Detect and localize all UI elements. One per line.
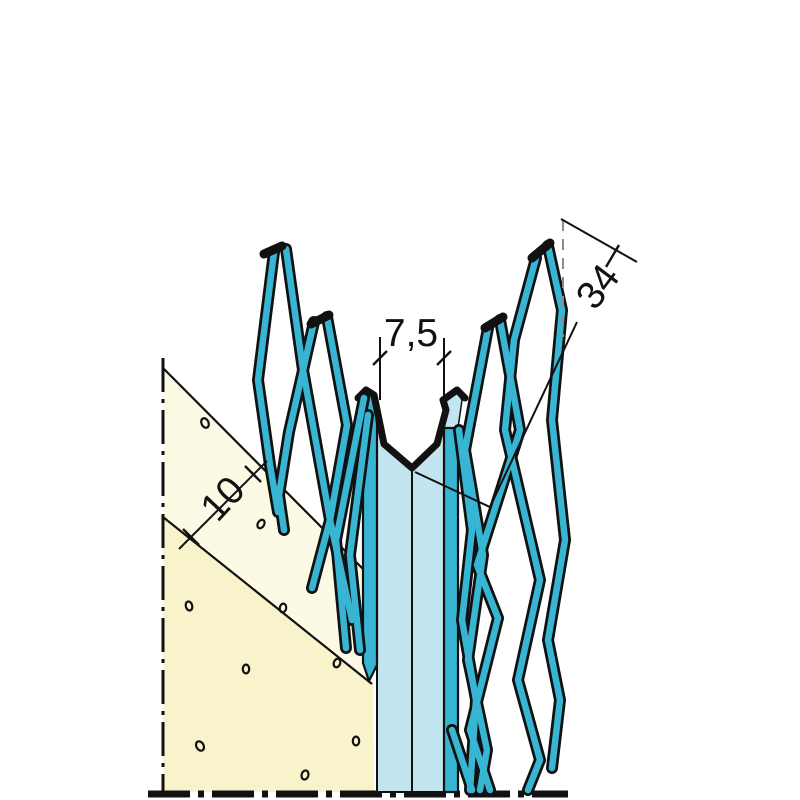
mesh-strand-cap — [306, 310, 334, 329]
mesh-strand — [499, 252, 546, 796]
dim-tick — [244, 465, 262, 483]
mesh-left-cores — [254, 245, 372, 654]
mesh-strand-core — [461, 324, 492, 794]
plaster-base-coat-area — [163, 517, 374, 792]
speck — [184, 600, 194, 612]
dim-tick — [372, 350, 388, 366]
mesh-strand-cap — [480, 312, 508, 333]
mesh-wing-right — [446, 238, 571, 796]
mesh-strand-core — [346, 411, 372, 654]
speck — [241, 663, 251, 675]
plaster-section — [161, 358, 374, 792]
dim-tick — [436, 350, 452, 366]
mesh-strand-core — [308, 313, 351, 592]
dimension-label-joint-width: 7,5 — [384, 312, 438, 355]
profile-right-flange — [442, 426, 460, 794]
speck — [300, 769, 310, 781]
speck — [351, 735, 361, 747]
speck — [256, 518, 266, 530]
mesh-strand-core — [332, 394, 368, 652]
dim-tick — [604, 244, 621, 268]
speck — [200, 417, 210, 429]
mesh-left-caps — [259, 241, 334, 329]
mesh-wing-left — [252, 241, 374, 656]
dimension-line — [560, 218, 638, 263]
dimension-joint-width: 7,5 — [372, 312, 452, 412]
dimension-label-wing-length: 34 — [568, 257, 628, 318]
dim-tick — [182, 528, 200, 546]
profile-body — [354, 386, 469, 794]
speck — [194, 740, 206, 752]
speck — [278, 602, 288, 614]
mesh-strand-core — [448, 726, 476, 794]
dimension-line — [178, 460, 268, 550]
profile-v-groove-outline — [354, 386, 469, 472]
mesh-strand-cap — [259, 241, 287, 259]
speck — [332, 657, 342, 669]
mesh-strand-cap — [527, 238, 555, 263]
mesh-strand-core — [544, 242, 569, 772]
mesh-right-caps — [480, 238, 555, 333]
mesh-strand-core — [275, 318, 318, 534]
mesh-right-cores — [448, 242, 569, 794]
leader-line — [414, 321, 578, 509]
mesh-strand-core — [501, 254, 544, 794]
mesh-strand-core — [254, 248, 282, 516]
plaster-specks — [184, 417, 361, 781]
